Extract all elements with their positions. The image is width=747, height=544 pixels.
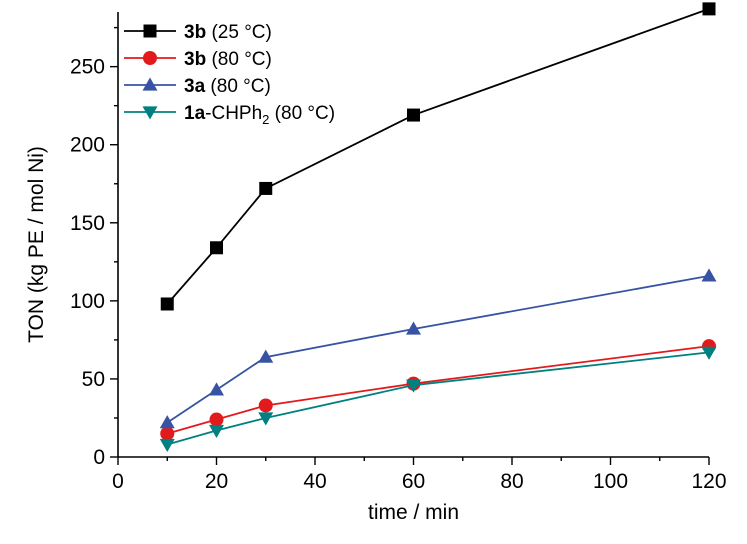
data-point <box>159 438 175 453</box>
data-point <box>258 412 274 426</box>
data-point <box>210 241 223 255</box>
data-point <box>701 268 717 282</box>
legend-label: 3b (25 °C) <box>184 22 272 43</box>
y-tick-label: 150 <box>70 212 105 235</box>
legend-label: 3b (80 °C) <box>184 49 272 70</box>
y-tick-label: 100 <box>70 290 105 313</box>
data-point <box>406 321 421 335</box>
legend-item: 3b (80 °C) <box>124 49 272 70</box>
legend-label-sub: 2 <box>262 112 269 127</box>
x-tick-label: 120 <box>691 470 726 493</box>
data-point <box>209 382 224 396</box>
data-point <box>702 2 716 16</box>
legend-label: 3a (80 °C) <box>184 76 271 97</box>
x-axis-title: time / min <box>368 501 459 524</box>
legend-label: 1a-CHPh2 (80 °C) <box>184 103 335 127</box>
legend-label-bold: 3b <box>184 22 206 43</box>
data-point <box>406 379 421 393</box>
data-point <box>701 346 717 360</box>
x-tick-label: 20 <box>205 470 228 493</box>
series-line <box>167 351 710 446</box>
data-point <box>209 424 224 438</box>
legend-label-rest: (80 °C) <box>206 49 272 70</box>
legend-item: 1a-CHPh2 (80 °C) <box>124 103 335 127</box>
legend-item: 3b (25 °C) <box>124 22 272 43</box>
legend-label-bold: 3a <box>184 76 206 97</box>
data-point <box>160 297 174 311</box>
legend-label-rest: -CHPh <box>205 103 262 124</box>
axes: 0 20 40 60 80 100 120 0 50 100 150 200 250 <box>70 12 727 493</box>
y-tick-label: 0 <box>93 446 105 469</box>
x-tick-label: 100 <box>593 470 628 493</box>
series-2 <box>160 339 716 441</box>
x-tick-label: 80 <box>500 470 523 493</box>
data-point <box>160 426 175 441</box>
data-point <box>209 412 224 427</box>
data-point <box>258 398 273 413</box>
y-tick-label: 200 <box>70 134 105 157</box>
x-tick-label: 40 <box>303 470 326 493</box>
data-point <box>259 181 273 195</box>
legend-label-tail: (80 °C) <box>269 103 335 124</box>
y-tick-label: 250 <box>70 56 105 79</box>
series-4 <box>159 346 717 453</box>
series-layer <box>159 2 717 453</box>
data-point <box>159 415 175 429</box>
legend-label-bold: 3b <box>184 49 206 70</box>
legend-marker <box>143 51 157 65</box>
series-3 <box>159 268 717 429</box>
legend-marker <box>143 24 157 38</box>
legend-label-rest: (25 °C) <box>206 22 272 43</box>
data-point <box>407 108 420 122</box>
legend-marker <box>142 77 158 91</box>
legend-marker <box>142 106 158 120</box>
y-axis-title: TON (kg PE / mol Ni) <box>25 146 48 343</box>
y-tick-label: 50 <box>82 368 105 391</box>
legend-item: 3a (80 °C) <box>124 76 271 97</box>
data-point <box>258 349 274 363</box>
legend-label-bold: 1a <box>184 103 206 124</box>
legend-label-rest: (80 °C) <box>205 76 271 97</box>
legend: 3b (25 °C)3b (80 °C)3a (80 °C)1a-CHPh2 (… <box>124 22 335 127</box>
x-tick-label: 60 <box>402 470 425 493</box>
series-line <box>166 274 710 424</box>
series-1 <box>160 2 716 311</box>
series-line <box>167 345 710 435</box>
x-tick-label: 0 <box>112 470 124 493</box>
